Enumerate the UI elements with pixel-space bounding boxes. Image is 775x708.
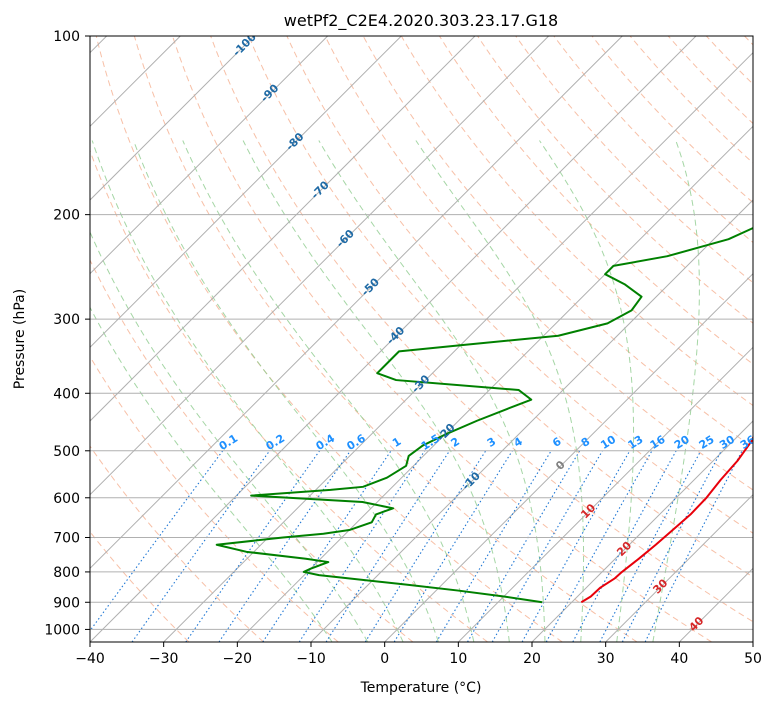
y-tick-label: 900 [53,595,80,611]
dry-adiabat-line [477,36,753,324]
isotherm-line [90,36,697,642]
temperature-line [580,435,753,604]
y-tick-label: 500 [53,444,80,460]
y-axis-title: Pressure (hPa) [12,289,28,389]
mixing-ratio-line [185,450,321,642]
chart-title: wetPf2_C2E4.2020.303.23.17.G18 [284,11,558,31]
x-tick-label: 40 [670,651,688,667]
isotherms [90,36,753,642]
x-tick-label: −40 [75,651,105,667]
dry-adiabat-line [515,36,753,284]
x-tick-label: 10 [449,651,467,667]
mixing-ratio-line [364,450,487,642]
y-tick-label: 800 [53,565,80,581]
dry-adiabat-line [248,36,753,578]
isotherm-line [531,420,753,642]
mixing-ratio-line [491,450,603,642]
isotherm-line [310,199,753,642]
x-axis: −40 −30 −20 −10 0 10 20 30 40 50 [75,642,762,667]
y-tick-label: 200 [53,208,80,224]
dry-adiabat-line [133,36,638,642]
plot-area: -100-90-80-70-60-50-40-30-20-10010203040… [90,36,758,642]
mixing-ratio-label: 36 [738,433,758,452]
isotherm-line [90,36,550,496]
mixing-ratio-line [325,450,451,642]
isotherm-line [163,51,753,642]
dry-adiabat-line [210,36,753,623]
dry-adiabat-line [90,445,264,642]
isotherm-line [457,346,753,642]
dry-adiabat-line [400,36,753,407]
y-tick-label: 700 [53,531,80,547]
x-tick-label: 30 [597,651,615,667]
isotherm-line [605,493,753,642]
x-axis-title: Temperature (°C) [360,680,482,696]
x-tick-label: 50 [744,651,762,667]
dewpoint-line [215,226,753,604]
mixing-ratio-lines [90,450,743,642]
dry-adiabat-line [90,259,414,642]
x-tick-label: −20 [223,651,253,667]
dry-adiabat-line [629,36,753,164]
mixing-ratio-line [545,450,653,642]
profile-series [215,226,753,604]
dry-adiabats [90,36,753,642]
mixing-ratio-line [131,450,271,642]
mixing-ratio-line [572,450,677,642]
mixing-ratio-line [435,450,552,642]
y-tick-label: 400 [53,386,80,402]
dry-adiabat-line [95,36,563,642]
dry-adiabat-line [324,36,753,491]
x-tick-label: −30 [149,651,179,667]
y-tick-label: 1000 [44,622,80,638]
plot-frame [89,35,754,643]
mixing-ratio-line [393,450,513,642]
mixing-ratio-line [521,450,631,642]
x-tick-label: 20 [523,651,541,667]
x-tick-label: 0 [380,651,389,667]
pressure-gridlines [90,36,753,630]
isotherm-line [90,36,255,201]
mixing-ratio-line [218,450,351,642]
mixing-ratio-line [467,450,581,642]
isotherm-line [236,125,753,642]
isotherm-line [90,36,476,422]
y-tick-label: 600 [53,491,80,507]
y-axis: 100 200 300 400 500 600 700 800 900 1000 [44,29,90,638]
isotherm-line [90,36,623,570]
isotherm-line [90,36,402,349]
isotherm-line [384,272,753,642]
isotherm-line [90,36,329,275]
y-tick-label: 100 [53,29,80,45]
y-tick-label: 300 [53,312,80,328]
x-tick-label: −10 [296,651,326,667]
